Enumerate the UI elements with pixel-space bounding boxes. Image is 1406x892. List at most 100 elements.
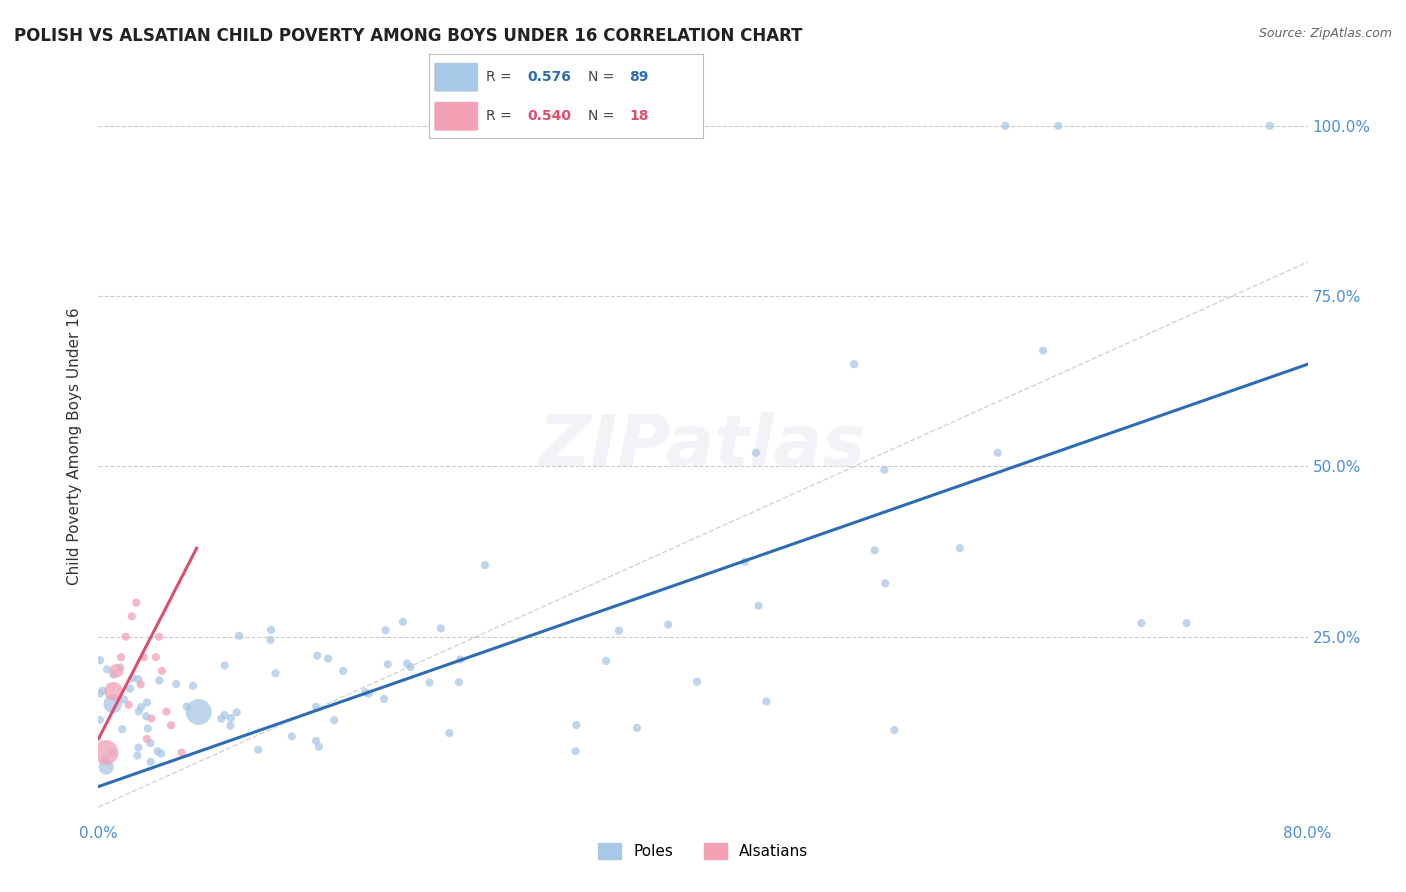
- Point: [474, 558, 496, 573]
- Point: [734, 555, 756, 569]
- Point: [155, 705, 177, 719]
- Point: [89, 713, 111, 727]
- Point: [214, 708, 236, 723]
- Point: [129, 700, 152, 714]
- Point: [418, 675, 440, 690]
- Point: [863, 543, 886, 558]
- Text: ZIPatlas: ZIPatlas: [540, 411, 866, 481]
- Legend: Poles, Alsatians: Poles, Alsatians: [592, 838, 814, 865]
- Point: [259, 632, 281, 647]
- Point: [160, 718, 183, 732]
- Text: 0.540: 0.540: [527, 109, 571, 123]
- Point: [170, 746, 193, 760]
- Point: [994, 119, 1017, 133]
- Point: [176, 699, 198, 714]
- Text: Source: ZipAtlas.com: Source: ZipAtlas.com: [1258, 27, 1392, 40]
- Point: [110, 650, 132, 665]
- Point: [148, 673, 170, 688]
- Point: [111, 723, 134, 737]
- Point: [96, 662, 118, 676]
- Point: [150, 747, 173, 761]
- Point: [264, 666, 287, 681]
- Point: [103, 684, 125, 698]
- Point: [305, 699, 328, 714]
- Point: [875, 576, 897, 591]
- Text: N =: N =: [588, 70, 619, 84]
- Point: [165, 677, 187, 691]
- Point: [607, 624, 630, 638]
- Point: [844, 357, 866, 371]
- Point: [209, 712, 232, 726]
- Point: [94, 751, 117, 765]
- Point: [89, 686, 111, 700]
- Point: [118, 698, 141, 712]
- Point: [1258, 119, 1281, 133]
- Point: [105, 664, 128, 678]
- Point: [225, 706, 247, 720]
- Point: [626, 721, 648, 735]
- Point: [127, 748, 149, 763]
- Point: [308, 739, 330, 754]
- Point: [399, 660, 422, 674]
- Point: [323, 713, 346, 727]
- Point: [136, 695, 159, 709]
- Point: [595, 654, 617, 668]
- Point: [128, 705, 150, 719]
- Text: R =: R =: [486, 70, 516, 84]
- Point: [129, 677, 152, 691]
- Point: [745, 446, 768, 460]
- Point: [373, 692, 395, 706]
- Point: [114, 630, 136, 644]
- Point: [110, 660, 132, 674]
- Point: [332, 664, 354, 678]
- Point: [139, 755, 162, 769]
- Point: [146, 744, 169, 758]
- Point: [987, 446, 1010, 460]
- Point: [316, 651, 339, 665]
- Point: [135, 731, 157, 746]
- Point: [150, 664, 173, 678]
- Point: [91, 683, 114, 698]
- Point: [148, 630, 170, 644]
- FancyBboxPatch shape: [434, 62, 478, 92]
- Point: [139, 736, 162, 750]
- FancyBboxPatch shape: [434, 102, 478, 130]
- Point: [883, 723, 905, 737]
- Point: [120, 681, 142, 696]
- Point: [748, 599, 770, 613]
- Text: POLISH VS ALSATIAN CHILD POVERTY AMONG BOYS UNDER 16 CORRELATION CHART: POLISH VS ALSATIAN CHILD POVERTY AMONG B…: [14, 27, 803, 45]
- Point: [219, 711, 242, 725]
- Point: [305, 733, 328, 747]
- Point: [1032, 343, 1054, 358]
- Point: [112, 692, 135, 706]
- Point: [260, 623, 283, 637]
- Text: 0.576: 0.576: [527, 70, 571, 84]
- Point: [873, 463, 896, 477]
- Point: [121, 609, 143, 624]
- Point: [101, 745, 124, 759]
- Point: [214, 658, 236, 673]
- Point: [101, 697, 124, 711]
- Point: [89, 653, 111, 667]
- Point: [127, 672, 149, 686]
- Point: [395, 657, 418, 671]
- Point: [94, 760, 117, 774]
- Point: [354, 685, 377, 699]
- Point: [1047, 119, 1070, 133]
- Point: [121, 671, 143, 685]
- Text: 18: 18: [628, 109, 648, 123]
- Y-axis label: Child Poverty Among Boys Under 16: Child Poverty Among Boys Under 16: [67, 307, 83, 585]
- Point: [755, 694, 778, 708]
- Point: [1175, 616, 1198, 631]
- Point: [686, 674, 709, 689]
- Point: [430, 622, 453, 636]
- Point: [374, 623, 396, 637]
- Point: [187, 705, 209, 719]
- Text: 89: 89: [628, 70, 648, 84]
- Text: R =: R =: [486, 109, 516, 123]
- Point: [219, 719, 242, 733]
- Point: [228, 629, 250, 643]
- Point: [1130, 616, 1153, 631]
- Point: [281, 730, 304, 744]
- Point: [449, 652, 471, 666]
